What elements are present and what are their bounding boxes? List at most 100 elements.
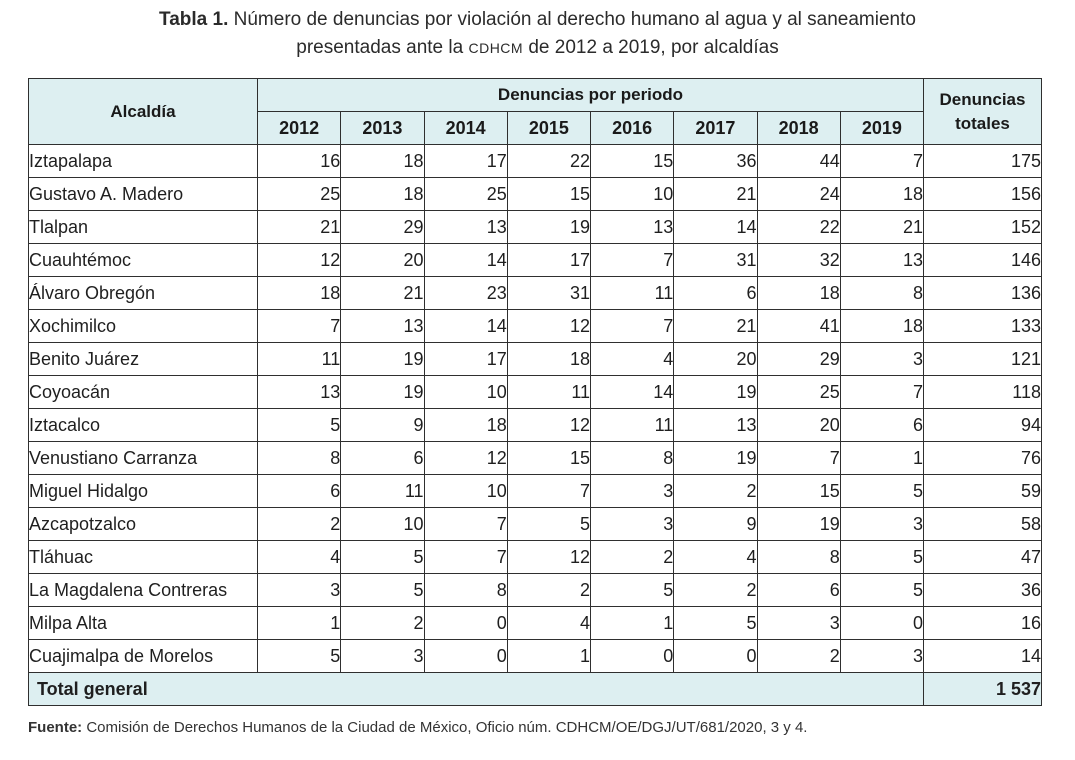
table-caption: Tabla 1. Número de denuncias por violaci… bbox=[0, 6, 1075, 62]
year-value-2017: 2 bbox=[673, 573, 758, 607]
table-row: Iztapalapa 16 18 17 22 15 36 44 7 175 bbox=[28, 144, 1042, 178]
year-value-2019: 1 bbox=[839, 441, 925, 475]
alcaldia-name: Coyoacán bbox=[28, 375, 258, 409]
year-value-2019: 8 bbox=[839, 276, 925, 310]
header-year-2017: 2017 bbox=[673, 111, 758, 145]
alcaldia-name: Azcapotzalco bbox=[28, 507, 258, 541]
year-value-2015: 12 bbox=[506, 540, 592, 574]
year-value-2019: 7 bbox=[839, 144, 925, 178]
year-value-2014: 10 bbox=[423, 474, 508, 508]
caption-text-2a: presentadas ante la bbox=[296, 37, 469, 58]
year-value-2016: 3 bbox=[589, 474, 675, 508]
year-value-2017: 9 bbox=[673, 507, 758, 541]
row-total: 146 bbox=[923, 243, 1042, 277]
year-value-2014: 7 bbox=[423, 507, 508, 541]
year-value-2017: 19 bbox=[673, 441, 758, 475]
table-row: Tláhuac 4 5 7 12 2 4 8 5 47 bbox=[28, 540, 1042, 574]
header-year-2013: 2013 bbox=[340, 111, 425, 145]
year-value-2015: 15 bbox=[506, 441, 592, 475]
year-value-2015: 5 bbox=[506, 507, 592, 541]
year-value-2014: 8 bbox=[423, 573, 508, 607]
table-row: Azcapotzalco 2 10 7 5 3 9 19 3 58 bbox=[28, 507, 1042, 541]
row-total: 175 bbox=[923, 144, 1042, 178]
year-value-2014: 18 bbox=[423, 408, 508, 442]
table-row: Milpa Alta 1 2 0 4 1 5 3 0 16 bbox=[28, 606, 1042, 640]
year-value-2018: 15 bbox=[756, 474, 841, 508]
year-value-2019: 7 bbox=[839, 375, 925, 409]
table-row: Miguel Hidalgo 6 11 10 7 3 2 15 5 59 bbox=[28, 474, 1042, 508]
table-row: Iztacalco 5 9 18 12 11 13 20 6 94 bbox=[28, 408, 1042, 442]
year-value-2013: 21 bbox=[340, 276, 425, 310]
alcaldia-name: Benito Juárez bbox=[28, 342, 258, 376]
alcaldia-name: Cuajimalpa de Morelos bbox=[28, 639, 258, 673]
year-value-2014: 17 bbox=[423, 144, 508, 178]
year-value-2015: 12 bbox=[506, 309, 592, 343]
source-label: Fuente: bbox=[28, 719, 83, 736]
year-value-2015: 17 bbox=[506, 243, 592, 277]
header-year-2018: 2018 bbox=[756, 111, 841, 145]
year-value-2013: 9 bbox=[340, 408, 425, 442]
caption-acronym: CDHCM bbox=[468, 40, 524, 56]
row-total: 36 bbox=[923, 573, 1042, 607]
year-value-2014: 0 bbox=[423, 639, 508, 673]
year-value-2014: 17 bbox=[423, 342, 508, 376]
year-value-2016: 7 bbox=[589, 309, 675, 343]
year-value-2019: 13 bbox=[839, 243, 925, 277]
header-alcaldia: Alcaldía bbox=[28, 78, 258, 145]
year-value-2018: 41 bbox=[756, 309, 841, 343]
source-note: Fuente: Comisión de Derechos Humanos de … bbox=[28, 719, 807, 736]
year-value-2017: 31 bbox=[673, 243, 758, 277]
alcaldia-name: Cuauhtémoc bbox=[28, 243, 258, 277]
year-value-2013: 2 bbox=[340, 606, 425, 640]
year-value-2017: 21 bbox=[673, 309, 758, 343]
year-value-2015: 2 bbox=[506, 573, 592, 607]
year-value-2018: 8 bbox=[756, 540, 841, 574]
year-value-2016: 7 bbox=[589, 243, 675, 277]
table-row: Cuauhtémoc 12 20 14 17 7 31 32 13 146 bbox=[28, 243, 1042, 277]
year-value-2018: 29 bbox=[756, 342, 841, 376]
row-total: 156 bbox=[923, 177, 1042, 211]
year-value-2018: 22 bbox=[756, 210, 841, 244]
row-total: 121 bbox=[923, 342, 1042, 376]
year-value-2013: 3 bbox=[340, 639, 425, 673]
year-value-2017: 36 bbox=[673, 144, 758, 178]
year-value-2015: 7 bbox=[506, 474, 592, 508]
year-value-2012: 3 bbox=[256, 573, 342, 607]
year-value-2018: 3 bbox=[756, 606, 841, 640]
year-value-2016: 13 bbox=[589, 210, 675, 244]
year-value-2018: 24 bbox=[756, 177, 841, 211]
year-value-2017: 21 bbox=[673, 177, 758, 211]
year-value-2015: 1 bbox=[506, 639, 592, 673]
row-total: 152 bbox=[923, 210, 1042, 244]
year-value-2012: 8 bbox=[256, 441, 342, 475]
header-row-1: Alcaldía Denuncias por periodo Denuncias… bbox=[28, 78, 1042, 145]
year-value-2018: 6 bbox=[756, 573, 841, 607]
year-value-2016: 10 bbox=[589, 177, 675, 211]
table-row: La Magdalena Contreras 3 5 8 2 5 2 6 5 36 bbox=[28, 573, 1042, 607]
year-value-2014: 7 bbox=[423, 540, 508, 574]
caption-line-1: Tabla 1. Número de denuncias por violaci… bbox=[0, 6, 1075, 34]
year-value-2019: 21 bbox=[839, 210, 925, 244]
year-value-2018: 2 bbox=[756, 639, 841, 673]
year-value-2012: 6 bbox=[256, 474, 342, 508]
year-value-2015: 22 bbox=[506, 144, 592, 178]
year-value-2018: 7 bbox=[756, 441, 841, 475]
year-value-2012: 12 bbox=[256, 243, 342, 277]
year-value-2014: 0 bbox=[423, 606, 508, 640]
caption-text-2b: de 2012 a 2019, por alcaldías bbox=[523, 37, 779, 58]
alcaldia-name: Gustavo A. Madero bbox=[28, 177, 258, 211]
year-value-2016: 0 bbox=[589, 639, 675, 673]
alcaldia-name: Iztacalco bbox=[28, 408, 258, 442]
total-label: Total general bbox=[28, 672, 924, 706]
year-value-2017: 19 bbox=[673, 375, 758, 409]
table-row: Coyoacán 13 19 10 11 14 19 25 7 118 bbox=[28, 375, 1042, 409]
year-value-2012: 21 bbox=[256, 210, 342, 244]
year-value-2014: 25 bbox=[423, 177, 508, 211]
year-value-2013: 11 bbox=[340, 474, 425, 508]
year-value-2019: 18 bbox=[839, 177, 925, 211]
table-row: Tlalpan 21 29 13 19 13 14 22 21 152 bbox=[28, 210, 1042, 244]
source-text: Comisión de Derechos Humanos de la Ciuda… bbox=[82, 719, 808, 736]
year-value-2014: 12 bbox=[423, 441, 508, 475]
alcaldia-name: Tláhuac bbox=[28, 540, 258, 574]
complaints-table: Alcaldía Denuncias por periodo Denuncias… bbox=[28, 78, 1042, 706]
